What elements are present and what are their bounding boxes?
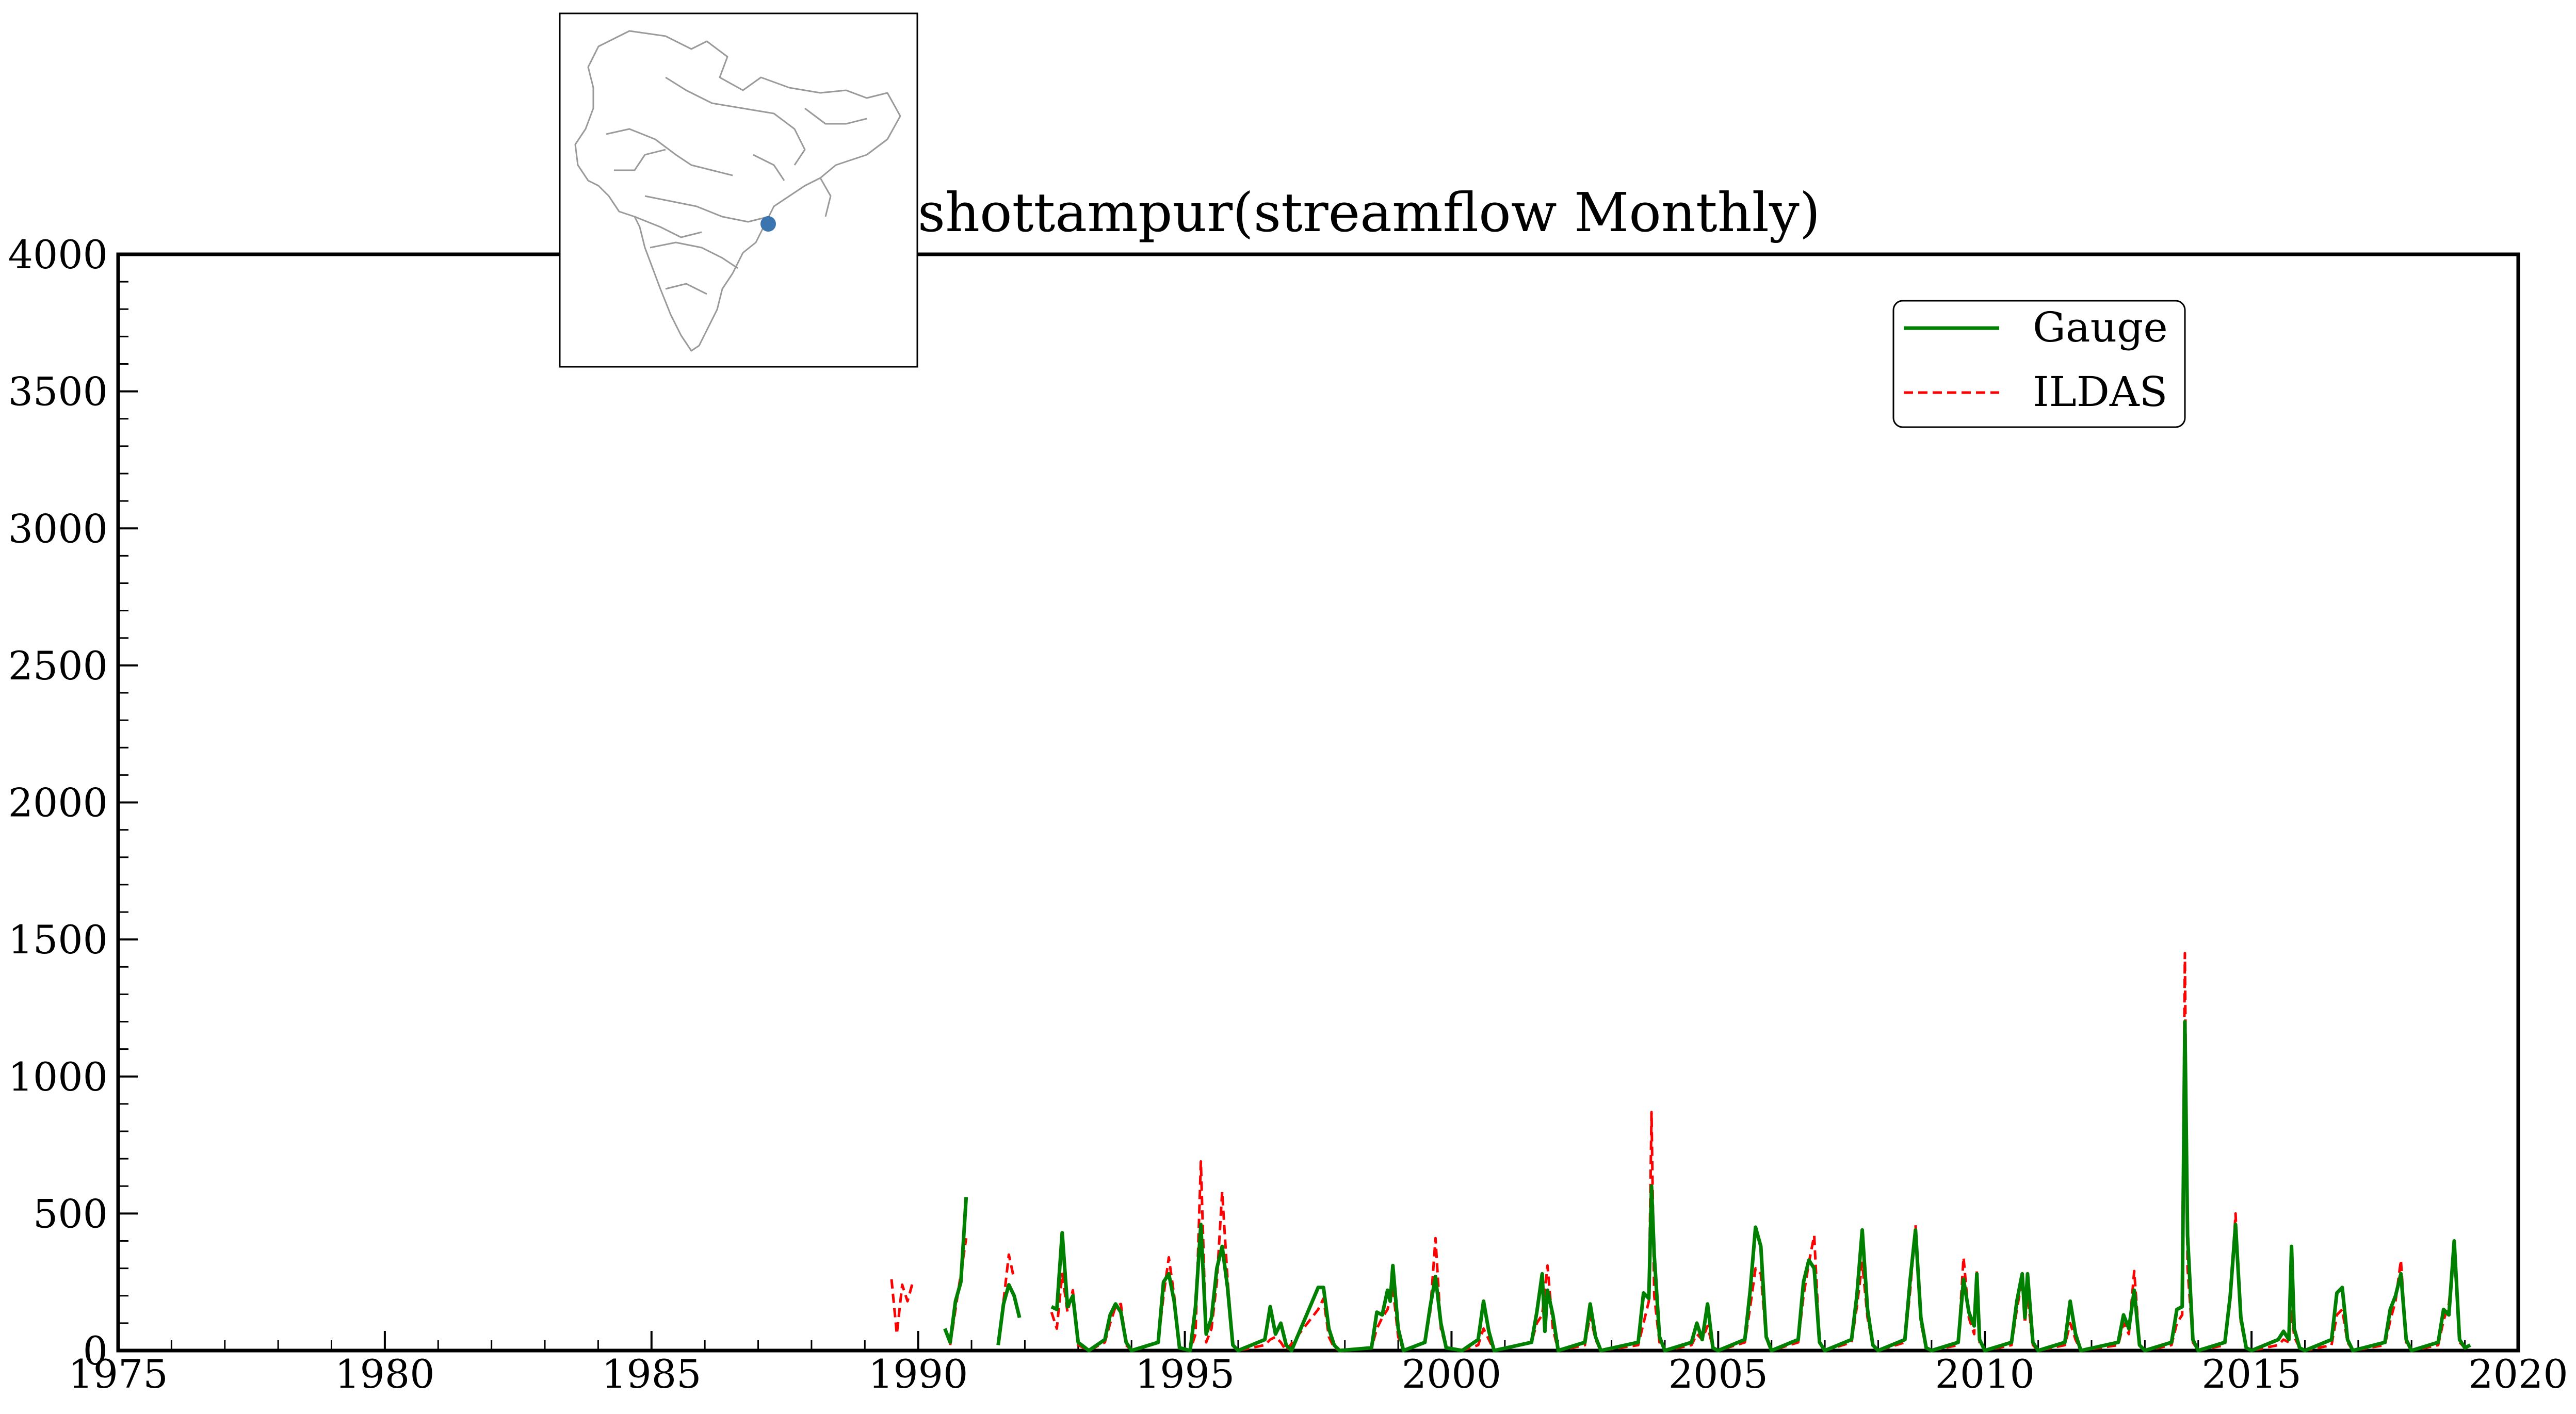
x-tick-label: 1990 [868, 1351, 968, 1397]
gauge-series-line [943, 1020, 2471, 1353]
x-tick-label: 2020 [2468, 1351, 2568, 1397]
x-tick-label: 1980 [335, 1351, 434, 1397]
series-layer [890, 952, 2471, 1353]
inset-map [559, 12, 918, 368]
y-tick-label: 1000 [8, 1054, 108, 1100]
x-tick-label: 2015 [2201, 1351, 2301, 1397]
y-tick-label: 0 [83, 1328, 108, 1374]
inset-map-frame [559, 12, 918, 368]
y-tick-label: 4000 [8, 232, 108, 278]
x-axis: 1975 1980 1985 1990 1995 2000 2005 2010 2015 2020 [68, 1331, 2568, 1397]
x-tick-label: 2000 [1402, 1351, 1501, 1397]
x-tick-label: 2005 [1668, 1351, 1768, 1397]
x-tick-label: 1975 [68, 1351, 168, 1397]
x-tick-label: 2010 [1935, 1351, 2035, 1397]
legend-box [1892, 300, 2186, 428]
y-tick-label: 3000 [8, 506, 108, 551]
y-axis: 0 500 1000 1500 2000 2500 3000 3500 4000 [8, 232, 138, 1374]
south-asia-outline-icon [574, 30, 901, 352]
y-tick-label: 1500 [8, 917, 108, 963]
x-tick-label: 1985 [602, 1351, 701, 1397]
station-marker [760, 216, 776, 232]
y-tick-label: 500 [33, 1191, 108, 1237]
y-tick-label: 2500 [8, 643, 108, 689]
chart-title: ushottampur(streamflow Monthly) [883, 181, 1821, 244]
legend: Gauge ILDAS [1892, 300, 2186, 428]
y-tick-label: 2000 [8, 780, 108, 826]
x-tick-label: 1995 [1135, 1351, 1235, 1397]
y-tick-label: 3500 [8, 369, 108, 415]
legend-gauge-label: Gauge [2033, 303, 2168, 351]
legend-ildas-label: ILDAS [2033, 368, 2167, 416]
ildas-series-line [890, 952, 2470, 1352]
